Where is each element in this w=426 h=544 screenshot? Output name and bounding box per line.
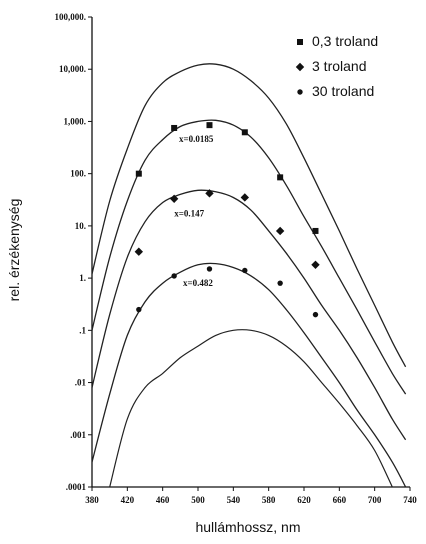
legend-marker-square (297, 39, 303, 45)
curve-annotation: x=0.147 (174, 209, 204, 219)
data-point-diamond (205, 189, 214, 198)
curve-annotation: x=0.0185 (179, 134, 214, 144)
curve-2 (91, 119, 407, 395)
y-tick-label: 10. (75, 221, 86, 231)
x-tick-label: 420 (121, 495, 135, 505)
y-tick-label: .0001 (66, 482, 87, 492)
y-tick-label: .001 (70, 430, 86, 440)
y-tick-label: 100. (70, 169, 86, 179)
data-point-square (135, 170, 142, 177)
x-tick-label: 460 (156, 495, 170, 505)
curve-4 (91, 262, 407, 488)
curves (91, 63, 407, 488)
y-axis-label: rel. érzékenység (6, 199, 22, 302)
curve-1 (91, 63, 407, 368)
legend-label: 0,3 troland (312, 33, 378, 49)
curve-3 (91, 189, 407, 441)
legend: 0,3 troland 3 troland 30 troland (295, 33, 378, 99)
legend-label: 3 troland (312, 58, 366, 74)
x-axis-label: hullámhossz, nm (195, 519, 300, 535)
data-point-circle (242, 267, 248, 274)
y-tick-label: .01 (75, 378, 87, 388)
x-tick-label: 580 (262, 495, 276, 505)
data-point-circle (136, 306, 142, 313)
data-point-square (241, 129, 248, 136)
data-point-square (206, 122, 213, 129)
y-tick-label: 100,000. (55, 12, 87, 22)
axes: .0001 .001 .01 .1 1. 10. 100. 1,000. 10,000. 100,… (55, 12, 418, 505)
data-point-square (171, 124, 178, 131)
x-tick-label: 500 (191, 495, 205, 505)
data-point-diamond (169, 194, 179, 204)
data-point-circle (171, 273, 177, 279)
x-tick-label: 380 (85, 495, 99, 505)
data-point-circle (206, 266, 213, 272)
y-tick-label: .1 (79, 325, 86, 335)
y-tick-label: 10,000. (59, 64, 86, 74)
x-tick-label: 540 (227, 495, 241, 505)
x-tick-label: 620 (297, 495, 311, 505)
annotations: x=0.0185 x=0.147 x=0.482 (174, 134, 214, 288)
data-point-diamond (311, 260, 320, 269)
legend-label: 30 troland (312, 83, 374, 99)
x-tick-label: 660 (333, 495, 347, 505)
legend-marker-circle (297, 89, 303, 95)
curve-annotation: x=0.482 (183, 278, 213, 288)
x-tick-label: 740 (403, 495, 417, 505)
data-point-diamond (275, 226, 285, 236)
data-point-square (312, 227, 319, 234)
data-points (134, 122, 320, 318)
data-point-diamond (240, 193, 250, 202)
curve-5 (109, 329, 393, 488)
x-tick-label: 700 (368, 495, 382, 505)
data-point-square (277, 174, 284, 181)
y-tick-label: 1. (79, 273, 86, 283)
data-point-circle (277, 280, 283, 286)
legend-marker-diamond (295, 62, 305, 72)
data-point-circle (312, 311, 319, 318)
data-point-diamond (134, 247, 144, 256)
y-tick-label: 1,000. (64, 116, 87, 126)
